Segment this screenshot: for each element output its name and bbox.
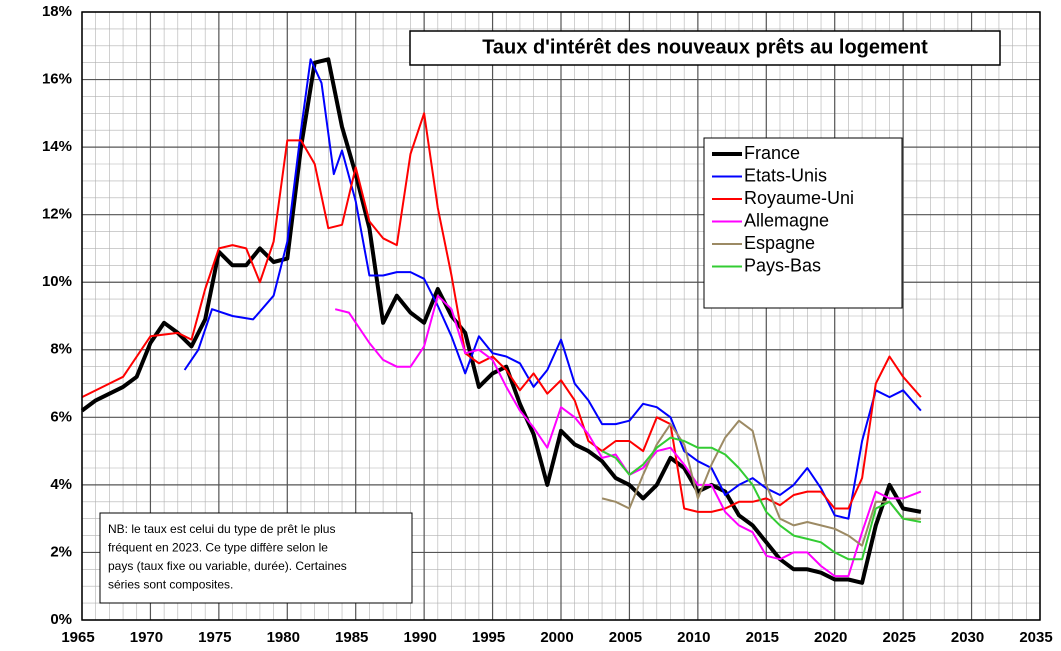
y-tick-label: 12%: [42, 206, 72, 223]
x-tick-label: 1990: [403, 629, 436, 646]
note-line: pays (taux fixe ou variable, durée). Cer…: [108, 559, 347, 573]
x-tick-label: 1995: [472, 629, 505, 646]
y-tick-label: 8%: [50, 341, 72, 358]
legend-label: France: [744, 143, 800, 163]
series-line: [80, 57, 922, 585]
y-tick-label: 14%: [42, 138, 72, 155]
note-line: séries sont composites.: [108, 578, 233, 592]
note: NB: le taux est celui du type de prêt le…: [108, 522, 347, 592]
legend-label: Allemagne: [744, 210, 829, 230]
x-tick-label: 2030: [951, 629, 984, 646]
x-tick-label: 2020: [814, 629, 847, 646]
x-tick-label: 2035: [1019, 629, 1052, 646]
note-line: fréquent en 2023. Ce type diffère selon …: [108, 541, 328, 555]
x-tick-label: 1980: [267, 629, 300, 646]
y-tick-label: 6%: [50, 408, 72, 425]
series-line: [601, 436, 922, 561]
chart-title: Taux d'intérêt des nouveaux prêts au log…: [482, 36, 928, 58]
x-tick-label: 2005: [609, 629, 642, 646]
legend-label: Etats-Unis: [744, 165, 827, 185]
legend-label: Royaume-Uni: [744, 188, 854, 208]
x-tick-label: 1970: [130, 629, 163, 646]
lines: [80, 57, 922, 585]
y-tick-label: 0%: [50, 611, 72, 628]
legend-label: Espagne: [744, 233, 815, 253]
series-line: [183, 58, 922, 520]
series-line: [334, 294, 922, 578]
legend-label: Pays-Bas: [744, 255, 821, 275]
y-tick-label: 16%: [42, 71, 72, 88]
note-line: NB: le taux est celui du type de prêt le…: [108, 522, 335, 536]
y-tick-label: 18%: [42, 3, 72, 20]
x-tick-label: 2015: [746, 629, 779, 646]
x-tick-label: 2025: [882, 629, 915, 646]
x-tick-label: 1975: [198, 629, 231, 646]
x-tick-label: 2010: [677, 629, 710, 646]
y-tick-label: 10%: [42, 273, 72, 290]
plot-frame: [81, 11, 1041, 621]
series-line: [81, 112, 922, 513]
legend-box: [703, 137, 903, 309]
note-box: [99, 512, 413, 604]
y-tick-label: 4%: [50, 476, 72, 493]
y-tick-label: 2%: [50, 543, 72, 560]
title-box: [409, 30, 1001, 66]
x-tick-label: 1965: [61, 629, 94, 646]
x-tick-label: 2000: [540, 629, 573, 646]
x-tick-label: 1985: [335, 629, 368, 646]
series-line: [601, 419, 921, 547]
